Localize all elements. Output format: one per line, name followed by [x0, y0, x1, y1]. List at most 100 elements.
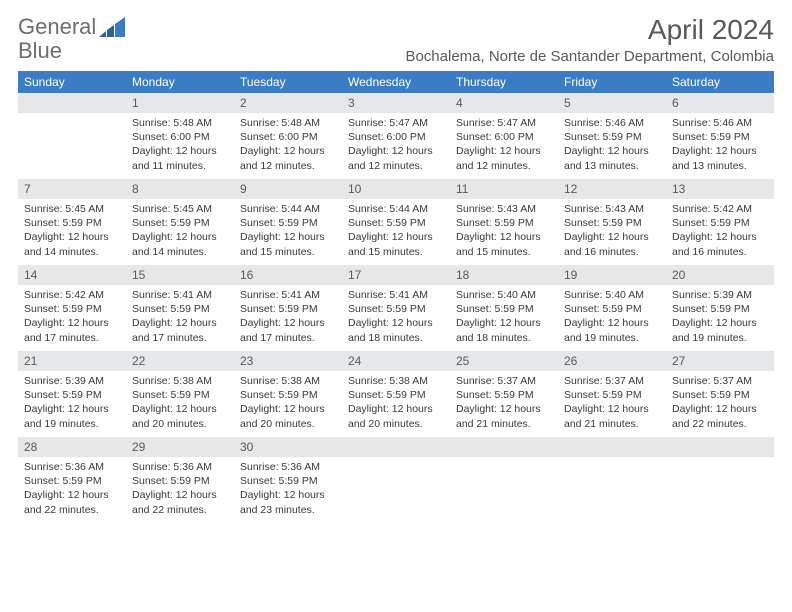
day-content: Sunrise: 5:36 AMSunset: 5:59 PMDaylight:… — [18, 457, 126, 523]
weekday-header: Monday — [126, 71, 234, 93]
day-number: 20 — [666, 265, 774, 285]
day-number — [558, 437, 666, 457]
calendar-body: 1Sunrise: 5:48 AMSunset: 6:00 PMDaylight… — [18, 93, 774, 523]
day-line: Sunrise: 5:46 AM — [564, 116, 660, 130]
day-number: 10 — [342, 179, 450, 199]
calendar-day-cell — [342, 437, 450, 523]
day-number: 19 — [558, 265, 666, 285]
day-content: Sunrise: 5:38 AMSunset: 5:59 PMDaylight:… — [234, 371, 342, 437]
day-line: Sunset: 6:00 PM — [348, 130, 444, 144]
day-line: Daylight: 12 hours and 17 minutes. — [132, 316, 228, 344]
day-number — [342, 437, 450, 457]
day-content: Sunrise: 5:46 AMSunset: 5:59 PMDaylight:… — [558, 113, 666, 179]
day-line: Daylight: 12 hours and 19 minutes. — [24, 402, 120, 430]
calendar-day-cell: 20Sunrise: 5:39 AMSunset: 5:59 PMDayligh… — [666, 265, 774, 351]
day-line: Daylight: 12 hours and 13 minutes. — [672, 144, 768, 172]
day-content: Sunrise: 5:45 AMSunset: 5:59 PMDaylight:… — [126, 199, 234, 265]
day-line: Sunrise: 5:38 AM — [348, 374, 444, 388]
day-line: Sunset: 5:59 PM — [348, 216, 444, 230]
calendar-day-cell: 29Sunrise: 5:36 AMSunset: 5:59 PMDayligh… — [126, 437, 234, 523]
day-content: Sunrise: 5:38 AMSunset: 5:59 PMDaylight:… — [342, 371, 450, 437]
day-line: Sunset: 5:59 PM — [24, 216, 120, 230]
logo-text-2: Blue — [18, 38, 96, 62]
day-line: Sunset: 5:59 PM — [132, 388, 228, 402]
day-line: Sunrise: 5:37 AM — [672, 374, 768, 388]
day-number: 21 — [18, 351, 126, 371]
day-line: Daylight: 12 hours and 19 minutes. — [564, 316, 660, 344]
day-line: Daylight: 12 hours and 19 minutes. — [672, 316, 768, 344]
header: General Blue April 2024 Bochalema, Norte… — [18, 14, 774, 65]
day-number: 26 — [558, 351, 666, 371]
day-line: Daylight: 12 hours and 22 minutes. — [24, 488, 120, 516]
day-line: Sunrise: 5:42 AM — [24, 288, 120, 302]
day-content: Sunrise: 5:43 AMSunset: 5:59 PMDaylight:… — [558, 199, 666, 265]
day-line: Sunset: 5:59 PM — [24, 388, 120, 402]
day-content: Sunrise: 5:40 AMSunset: 5:59 PMDaylight:… — [558, 285, 666, 351]
day-number: 17 — [342, 265, 450, 285]
day-number: 14 — [18, 265, 126, 285]
chart-icon — [99, 17, 125, 37]
page: General Blue April 2024 Bochalema, Norte… — [0, 0, 792, 523]
title-block: April 2024 Bochalema, Norte de Santander… — [405, 14, 774, 65]
weekday-header-row: Sunday Monday Tuesday Wednesday Thursday… — [18, 71, 774, 93]
day-line: Sunset: 5:59 PM — [672, 388, 768, 402]
day-line: Sunset: 5:59 PM — [456, 388, 552, 402]
calendar-day-cell: 3Sunrise: 5:47 AMSunset: 6:00 PMDaylight… — [342, 93, 450, 179]
weekday-header: Friday — [558, 71, 666, 93]
day-line: Daylight: 12 hours and 16 minutes. — [564, 230, 660, 258]
day-content: Sunrise: 5:47 AMSunset: 6:00 PMDaylight:… — [450, 113, 558, 179]
day-line: Sunset: 6:00 PM — [240, 130, 336, 144]
day-content: Sunrise: 5:48 AMSunset: 6:00 PMDaylight:… — [126, 113, 234, 179]
day-content — [450, 457, 558, 466]
calendar-week-row: 7Sunrise: 5:45 AMSunset: 5:59 PMDaylight… — [18, 179, 774, 265]
day-number: 3 — [342, 93, 450, 113]
day-line: Sunset: 5:59 PM — [240, 474, 336, 488]
day-line: Sunrise: 5:48 AM — [240, 116, 336, 130]
day-number: 2 — [234, 93, 342, 113]
day-line: Daylight: 12 hours and 14 minutes. — [24, 230, 120, 258]
day-line: Sunrise: 5:37 AM — [564, 374, 660, 388]
day-number: 4 — [450, 93, 558, 113]
day-line: Sunrise: 5:39 AM — [672, 288, 768, 302]
day-line: Daylight: 12 hours and 11 minutes. — [132, 144, 228, 172]
calendar-day-cell: 11Sunrise: 5:43 AMSunset: 5:59 PMDayligh… — [450, 179, 558, 265]
day-line: Sunset: 5:59 PM — [348, 388, 444, 402]
calendar-day-cell: 2Sunrise: 5:48 AMSunset: 6:00 PMDaylight… — [234, 93, 342, 179]
weekday-header: Thursday — [450, 71, 558, 93]
calendar-day-cell: 25Sunrise: 5:37 AMSunset: 5:59 PMDayligh… — [450, 351, 558, 437]
day-line: Daylight: 12 hours and 17 minutes. — [24, 316, 120, 344]
day-line: Daylight: 12 hours and 20 minutes. — [240, 402, 336, 430]
day-number: 25 — [450, 351, 558, 371]
day-line: Sunrise: 5:44 AM — [348, 202, 444, 216]
calendar-day-cell — [666, 437, 774, 523]
day-line: Daylight: 12 hours and 20 minutes. — [132, 402, 228, 430]
calendar-day-cell: 18Sunrise: 5:40 AMSunset: 5:59 PMDayligh… — [450, 265, 558, 351]
day-content: Sunrise: 5:37 AMSunset: 5:59 PMDaylight:… — [558, 371, 666, 437]
day-number: 27 — [666, 351, 774, 371]
day-line: Sunrise: 5:38 AM — [132, 374, 228, 388]
calendar-week-row: 21Sunrise: 5:39 AMSunset: 5:59 PMDayligh… — [18, 351, 774, 437]
month-title: April 2024 — [405, 14, 774, 46]
calendar-day-cell: 21Sunrise: 5:39 AMSunset: 5:59 PMDayligh… — [18, 351, 126, 437]
day-number: 22 — [126, 351, 234, 371]
day-number: 6 — [666, 93, 774, 113]
day-line: Daylight: 12 hours and 15 minutes. — [456, 230, 552, 258]
day-line: Sunrise: 5:36 AM — [240, 460, 336, 474]
weekday-header: Wednesday — [342, 71, 450, 93]
day-line: Sunset: 5:59 PM — [564, 130, 660, 144]
day-content: Sunrise: 5:38 AMSunset: 5:59 PMDaylight:… — [126, 371, 234, 437]
calendar-day-cell: 30Sunrise: 5:36 AMSunset: 5:59 PMDayligh… — [234, 437, 342, 523]
calendar-week-row: 14Sunrise: 5:42 AMSunset: 5:59 PMDayligh… — [18, 265, 774, 351]
calendar-day-cell: 17Sunrise: 5:41 AMSunset: 5:59 PMDayligh… — [342, 265, 450, 351]
day-content: Sunrise: 5:39 AMSunset: 5:59 PMDaylight:… — [666, 285, 774, 351]
day-line: Sunset: 6:00 PM — [132, 130, 228, 144]
day-line: Sunset: 5:59 PM — [672, 130, 768, 144]
day-number: 8 — [126, 179, 234, 199]
calendar-day-cell: 16Sunrise: 5:41 AMSunset: 5:59 PMDayligh… — [234, 265, 342, 351]
day-line: Daylight: 12 hours and 16 minutes. — [672, 230, 768, 258]
day-content — [558, 457, 666, 466]
day-line: Daylight: 12 hours and 22 minutes. — [132, 488, 228, 516]
day-line: Daylight: 12 hours and 15 minutes. — [240, 230, 336, 258]
day-number: 28 — [18, 437, 126, 457]
day-line: Sunset: 5:59 PM — [132, 474, 228, 488]
